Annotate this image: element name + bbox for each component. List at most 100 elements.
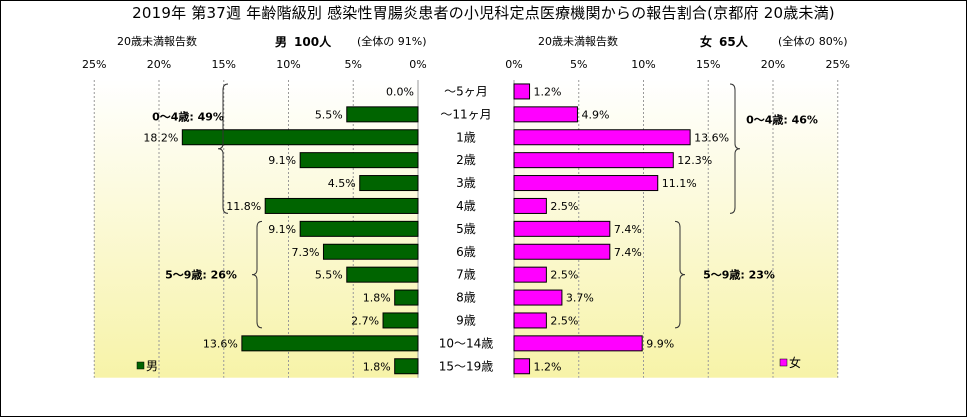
male-bar	[264, 197, 419, 214]
female-value-label: 2.5%	[550, 200, 578, 213]
left-sex: 男	[275, 35, 288, 49]
right-group-label-0-4: 0〜4歳: 46%	[746, 113, 818, 127]
male-value-label: 13.6%	[203, 337, 238, 350]
category-label: 〜11ヶ月	[440, 107, 491, 121]
category-label: 4歳	[456, 199, 476, 213]
right-brace-0-4	[729, 83, 741, 214]
female-bar	[513, 266, 547, 283]
right-count: 65人	[719, 35, 748, 49]
female-bar	[513, 152, 674, 169]
category-label: 〜5ヶ月	[444, 84, 488, 98]
female-value-label: 2.5%	[550, 314, 578, 327]
female-value-label: 12.3%	[677, 154, 712, 167]
right-group-label-5-9: 5〜9歳: 23%	[703, 268, 775, 282]
female-value-label: 13.6%	[694, 131, 729, 144]
female-legend-swatch	[779, 358, 788, 367]
right-brace-5-9	[674, 220, 686, 329]
left-tick-label: 20%	[147, 58, 171, 71]
female-value-label: 7.4%	[614, 246, 642, 259]
male-bar	[299, 152, 419, 169]
male-bar	[346, 266, 419, 283]
left-tick-label: 25%	[82, 58, 106, 71]
male-value-label: 1.8%	[363, 360, 391, 373]
left-share: (全体の 91%)	[357, 35, 427, 48]
female-bar	[513, 220, 611, 237]
female-bar	[513, 197, 547, 214]
female-value-label: 11.1%	[662, 177, 697, 190]
category-label: 8歳	[456, 291, 476, 305]
female-bar	[513, 129, 691, 146]
male-value-label: 5.5%	[315, 269, 343, 282]
category-label: 1歳	[456, 130, 476, 144]
female-value-label: 2.5%	[550, 269, 578, 282]
female-bar	[513, 358, 531, 375]
male-value-label: 2.7%	[351, 314, 379, 327]
left-tick-label: 15%	[212, 58, 236, 71]
left-group-label-5-9: 5〜9歳: 26%	[165, 268, 237, 282]
male-value-label: 5.5%	[315, 108, 343, 121]
male-bar	[382, 312, 419, 329]
category-label: 10〜14歳	[439, 336, 494, 350]
category-label: 2歳	[456, 153, 476, 167]
category-label: 15〜19歳	[439, 359, 494, 373]
category-label: 5歳	[456, 222, 476, 236]
male-value-label: 11.8%	[226, 200, 261, 213]
male-value-label: 0.0%	[386, 85, 414, 98]
female-value-label: 1.2%	[534, 360, 562, 373]
male-bar	[359, 175, 419, 192]
male-legend-label: 男	[146, 359, 158, 373]
left-caption: 20歳未満報告数	[117, 35, 197, 48]
male-value-label: 1.8%	[363, 292, 391, 305]
male-value-label: 4.5%	[328, 177, 356, 190]
male-value-label: 18.2%	[143, 131, 178, 144]
male-legend-swatch	[136, 361, 145, 370]
category-label: 7歳	[456, 268, 476, 282]
male-value-label: 9.1%	[268, 154, 296, 167]
left-brace-0-4	[217, 83, 229, 214]
right-sex-count: 女 65人	[700, 33, 748, 50]
male-value-label: 7.3%	[292, 246, 320, 259]
male-bar	[181, 129, 419, 146]
male-bar	[394, 289, 419, 306]
chart-title: 2019年 第37週 年齢階級別 感染性胃腸炎患者の小児科定点医療機関からの報告…	[132, 4, 835, 22]
female-value-label: 4.9%	[581, 108, 609, 121]
right-tick-label: 5%	[570, 58, 587, 71]
female-bar	[513, 335, 643, 352]
right-tick-label: 0%	[505, 58, 522, 71]
male-bar	[241, 335, 419, 352]
female-value-label: 9.9%	[646, 337, 674, 350]
female-bar	[513, 106, 578, 123]
left-count: 100人	[294, 35, 332, 49]
female-bar	[513, 312, 547, 329]
left-tick-label: 10%	[276, 58, 300, 71]
male-bar	[322, 243, 419, 260]
right-caption: 20歳未満報告数	[538, 35, 618, 48]
male-bar	[394, 358, 419, 375]
right-tick-label: 20%	[761, 58, 785, 71]
female-value-label: 7.4%	[614, 223, 642, 236]
category-label: 6歳	[456, 245, 476, 259]
female-bar	[513, 175, 659, 192]
right-tick-label: 15%	[696, 58, 720, 71]
male-bar	[346, 106, 419, 123]
female-bar	[513, 243, 611, 260]
category-label: 3歳	[456, 176, 476, 190]
right-share: (全体の 80%)	[778, 35, 848, 48]
left-tick-label: 5%	[345, 58, 362, 71]
right-tick-label: 10%	[631, 58, 655, 71]
right-tick-label: 25%	[826, 58, 850, 71]
left-sex-count: 男 100人	[275, 33, 331, 50]
left-tick-label: 0%	[409, 58, 426, 71]
male-value-label: 9.1%	[268, 223, 296, 236]
left-brace-5-9	[251, 220, 263, 329]
male-bar	[299, 220, 419, 237]
category-label: 9歳	[456, 313, 476, 327]
female-legend-label: 女	[789, 355, 801, 370]
female-value-label: 1.2%	[534, 85, 562, 98]
female-bar	[513, 83, 531, 100]
right-sex: 女	[700, 35, 713, 49]
female-bar	[513, 289, 563, 306]
female-value-label: 3.7%	[566, 292, 594, 305]
left-group-label-0-4: 0〜4歳: 49%	[152, 110, 224, 124]
